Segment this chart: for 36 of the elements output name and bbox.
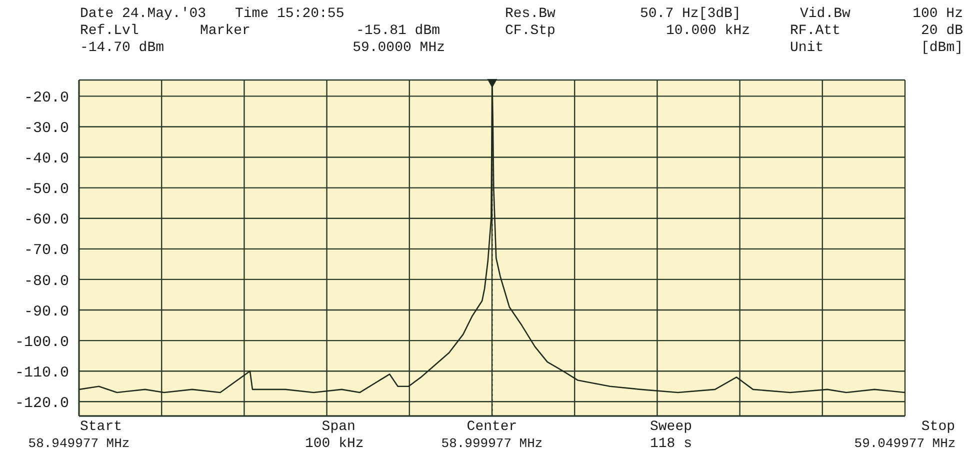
text: Ref.Lvl bbox=[80, 23, 139, 40]
y-tick-label: -80.0 bbox=[24, 272, 69, 290]
text: Res.Bw bbox=[505, 6, 556, 23]
y-tick-label: -30.0 bbox=[24, 120, 69, 138]
text: Span 100 kHz bbox=[305, 419, 364, 453]
text: Stop bbox=[921, 419, 955, 436]
text: Center bbox=[466, 419, 518, 436]
text: Date 24.May.'03 bbox=[80, 6, 206, 23]
y-tick-label: -50.0 bbox=[24, 181, 69, 198]
text: -14.70 dBm bbox=[80, 40, 164, 57]
text: -15.81 dBm bbox=[356, 23, 440, 40]
text: Start bbox=[80, 419, 122, 436]
y-tick-label: -120.0 bbox=[14, 394, 69, 412]
text: Unit bbox=[790, 40, 824, 57]
text: 50.7 Hz[3dB] bbox=[640, 6, 741, 23]
y-tick-label: -60.0 bbox=[24, 212, 69, 229]
text: Sweep 118 s bbox=[650, 419, 692, 453]
x-tick-label: 58.999977 MHz bbox=[441, 436, 543, 452]
text: Time 15:20:55 bbox=[235, 6, 344, 23]
text: RF.Att bbox=[790, 23, 840, 40]
x-tick-label: 59.049977 MHz bbox=[854, 436, 956, 452]
text: [dBm] bbox=[920, 40, 963, 57]
y-tick-label: -110.0 bbox=[14, 364, 69, 382]
text: Vid.Bw bbox=[800, 6, 850, 23]
text: Marker bbox=[200, 23, 250, 40]
text: 100 Hz bbox=[912, 6, 963, 23]
y-tick-label: -70.0 bbox=[24, 242, 69, 260]
text: 10.000 kHz bbox=[666, 23, 750, 40]
y-tick-label: -100.0 bbox=[14, 334, 69, 351]
text: 20 dB bbox=[920, 23, 963, 40]
text: 59.0000 MHz bbox=[352, 40, 445, 57]
y-tick-label: -20.0 bbox=[24, 90, 69, 107]
y-tick-label: -90.0 bbox=[24, 303, 69, 320]
x-tick-label: 58.949977 MHz bbox=[28, 436, 130, 452]
y-tick-label: -40.0 bbox=[24, 150, 69, 168]
text: CF.Stp bbox=[505, 23, 556, 40]
